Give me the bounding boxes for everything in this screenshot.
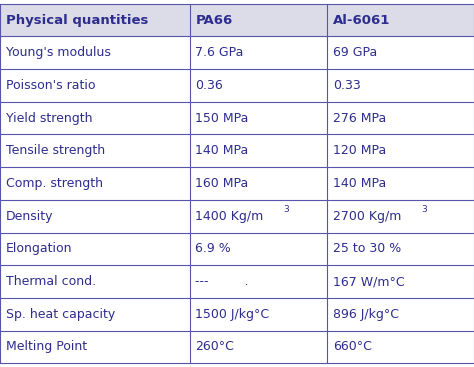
Text: 276 MPa: 276 MPa [333,112,386,125]
Text: ---         .: --- . [195,275,249,288]
Bar [0,167,190,200]
Text: Poisson's ratio: Poisson's ratio [6,79,95,92]
Bar [327,167,474,200]
Bar [0,102,190,134]
Bar [190,4,327,36]
Text: 2700 Kg/m: 2700 Kg/m [333,210,401,223]
Text: 260°C: 260°C [195,341,234,353]
Bar [327,200,474,233]
Bar [327,4,474,36]
Text: 7.6 GPa: 7.6 GPa [195,46,244,59]
Text: Young's modulus: Young's modulus [6,46,110,59]
Bar [327,265,474,298]
Bar [190,200,327,233]
Bar [0,36,190,69]
Text: 660°C: 660°C [333,341,372,353]
Text: Melting Point: Melting Point [6,341,87,353]
Bar [0,298,190,331]
Bar [0,233,190,265]
Bar [327,36,474,69]
Text: PA66: PA66 [195,14,233,26]
Bar [0,331,190,363]
Text: Elongation: Elongation [6,242,72,255]
Bar [0,4,190,36]
Bar [327,298,474,331]
Text: 140 MPa: 140 MPa [195,144,248,157]
Text: 150 MPa: 150 MPa [195,112,249,125]
Bar [190,298,327,331]
Bar [0,265,190,298]
Text: 167 W/m°C: 167 W/m°C [333,275,404,288]
Text: Physical quantities: Physical quantities [6,14,148,26]
Bar [190,69,327,102]
Text: 896 J/kg°C: 896 J/kg°C [333,308,399,321]
Text: Yield strength: Yield strength [6,112,92,125]
Text: 160 MPa: 160 MPa [195,177,248,190]
Text: Tensile strength: Tensile strength [6,144,105,157]
Text: 140 MPa: 140 MPa [333,177,386,190]
Bar [327,331,474,363]
Text: 69 GPa: 69 GPa [333,46,377,59]
Bar [190,134,327,167]
Bar [0,134,190,167]
Text: 25 to 30 %: 25 to 30 % [333,242,401,255]
Bar [327,233,474,265]
Bar [190,331,327,363]
Bar [190,265,327,298]
Bar [327,69,474,102]
Text: 6.9 %: 6.9 % [195,242,231,255]
Text: Al-6061: Al-6061 [333,14,390,26]
Text: 3: 3 [421,204,427,214]
Text: 0.33: 0.33 [333,79,361,92]
Bar [190,167,327,200]
Bar [190,36,327,69]
Text: Density: Density [6,210,53,223]
Bar [0,69,190,102]
Text: 3: 3 [283,204,289,214]
Text: 1400 Kg/m: 1400 Kg/m [195,210,264,223]
Bar [327,134,474,167]
Bar [327,102,474,134]
Text: 1500 J/kg°C: 1500 J/kg°C [195,308,269,321]
Text: Comp. strength: Comp. strength [6,177,103,190]
Text: 0.36: 0.36 [195,79,223,92]
Bar [190,233,327,265]
Bar [0,200,190,233]
Bar [190,102,327,134]
Text: Sp. heat capacity: Sp. heat capacity [6,308,115,321]
Text: Thermal cond.: Thermal cond. [6,275,96,288]
Text: 120 MPa: 120 MPa [333,144,386,157]
